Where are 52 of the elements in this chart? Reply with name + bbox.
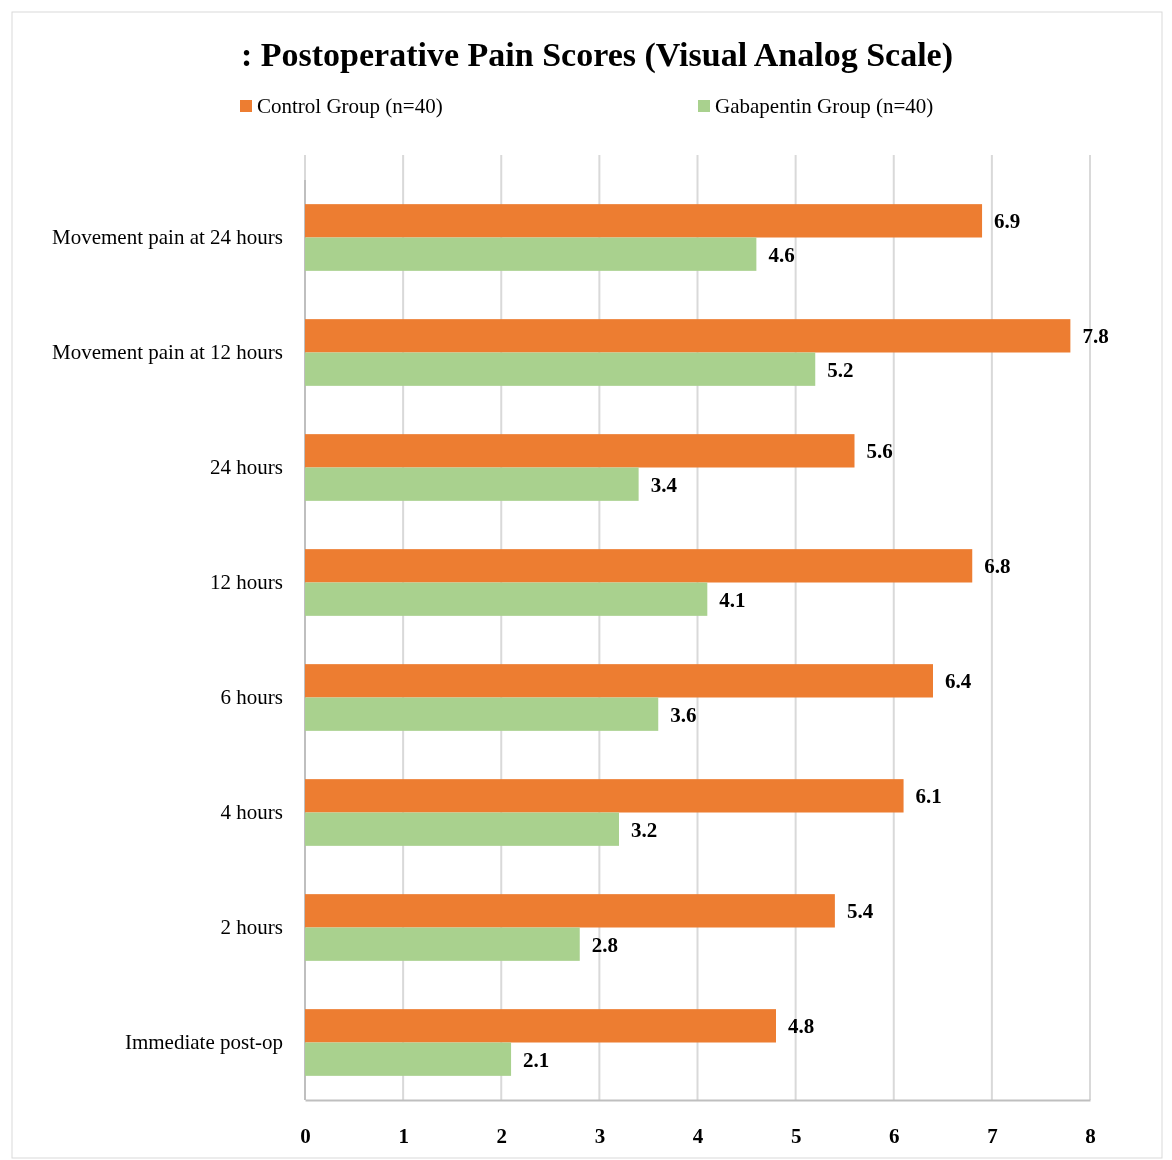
x-tick-label: 2 <box>496 1123 507 1148</box>
x-tick-label: 4 <box>692 1123 704 1148</box>
bar <box>305 352 816 386</box>
bar <box>305 664 933 698</box>
data-label: 3.4 <box>650 472 678 497</box>
x-tick-label: 3 <box>594 1123 606 1148</box>
y-tick-label: 4 hours <box>220 800 283 825</box>
chart-title: : Postoperative Pain Scores (Visual Analog Scale) <box>240 36 954 74</box>
data-label: 6.1 <box>915 784 942 809</box>
bar <box>305 697 659 731</box>
bar <box>305 779 904 813</box>
x-tick-label: 6 <box>889 1123 900 1148</box>
x-tick-label: 7 <box>987 1123 998 1148</box>
data-label: 6.8 <box>984 554 1011 579</box>
data-label: 4.1 <box>719 587 746 612</box>
data-label: 4.8 <box>788 1014 815 1039</box>
data-label: 6.9 <box>994 209 1021 234</box>
bar <box>305 319 1071 353</box>
bar <box>305 434 855 468</box>
bar <box>305 812 619 846</box>
legend-label: Control Group (n=40) <box>257 94 443 119</box>
y-tick-label: Movement pain at 24 hours <box>52 225 283 250</box>
y-tick-label: Movement pain at 12 hours <box>52 340 283 365</box>
bar <box>305 549 973 583</box>
bar <box>305 582 708 616</box>
bar <box>305 1042 512 1076</box>
data-label: 2.1 <box>523 1047 550 1072</box>
bar <box>305 894 835 928</box>
bar <box>305 927 580 961</box>
y-tick-label: Immediate post-op <box>124 1030 283 1055</box>
data-label: 5.4 <box>846 899 874 924</box>
x-tick-label: 0 <box>300 1123 311 1148</box>
bar <box>305 237 757 271</box>
data-label: 5.2 <box>827 357 854 382</box>
x-tick-label: 1 <box>398 1123 409 1148</box>
legend-label: Gabapentin Group (n=40) <box>715 94 934 119</box>
data-label: 4.6 <box>768 242 795 267</box>
data-label: 7.8 <box>1082 324 1109 349</box>
bar <box>305 1009 776 1043</box>
y-tick-label: 2 hours <box>220 915 283 940</box>
data-label: 3.6 <box>670 702 697 727</box>
y-tick-label: 6 hours <box>220 685 283 710</box>
x-tick-label: 5 <box>790 1123 802 1148</box>
y-tick-label: 12 hours <box>210 570 283 595</box>
bar <box>305 467 639 501</box>
data-label: 6.4 <box>945 669 972 694</box>
data-label: 3.2 <box>631 817 658 842</box>
y-tick-label: 24 hours <box>210 455 283 480</box>
x-tick-label: 8 <box>1085 1123 1096 1148</box>
data-label: 2.8 <box>591 932 618 957</box>
bar <box>305 204 983 238</box>
data-label: 5.6 <box>866 439 893 464</box>
